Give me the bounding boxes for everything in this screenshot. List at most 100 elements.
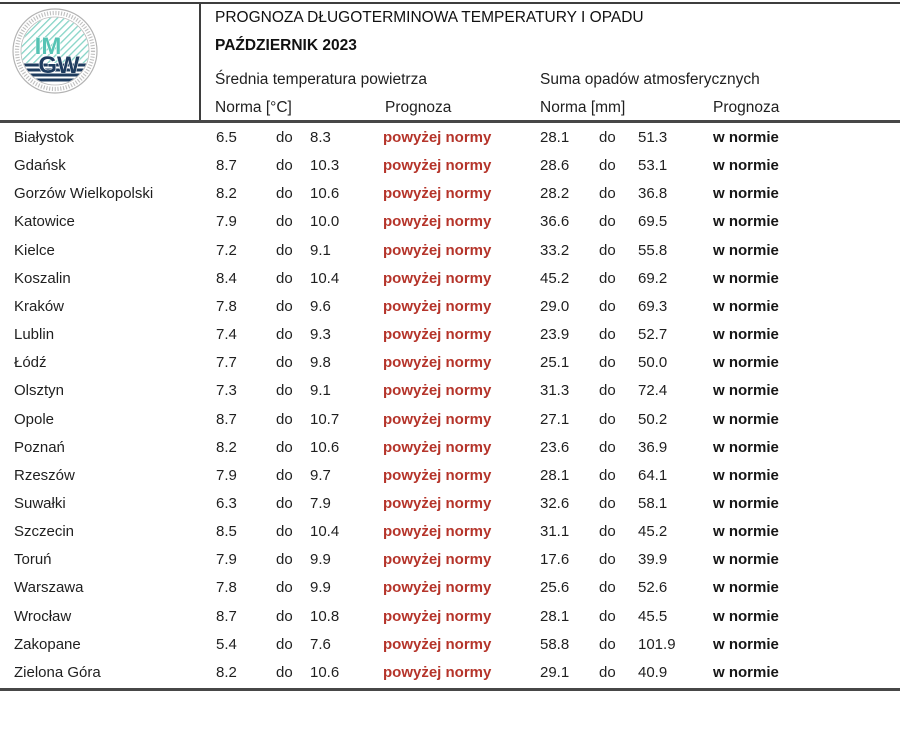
precip-norm-high: 36.9 <box>638 438 668 456</box>
temp-norm-high: 10.0 <box>310 213 340 231</box>
temp-norm-high: 10.4 <box>310 523 340 541</box>
temp-norm-high: 9.9 <box>310 579 331 597</box>
temp-forecast-value: powyżej normy <box>383 129 492 146</box>
do-word: do <box>276 129 293 146</box>
table-row: Białystok 6.5 do 8.3 powyżej normy 28.1 do 51.3… <box>0 124 900 152</box>
table-row: Poznań 8.2 do 10.6 powyżej normy 23.6 do 36.9 w … <box>0 434 900 462</box>
do-word: do <box>276 635 293 653</box>
temp-norm-high: 10.8 <box>310 607 340 625</box>
temp-norm-low: 8.2 <box>216 663 237 681</box>
precip-norm-low: 31.1 <box>540 523 570 541</box>
precip-forecast-value: w normie <box>713 185 779 203</box>
precip-forecast-value: w normie <box>713 241 779 259</box>
do-word: do <box>276 382 293 400</box>
city-name: Zielona Góra <box>14 663 101 681</box>
temp-norm-low: 7.9 <box>216 551 237 569</box>
do-word: do <box>599 607 616 625</box>
temp-forecast-value: powyżej normy <box>383 410 492 428</box>
precip-norm-high: 69.2 <box>638 269 668 287</box>
imgw-logo: IM GW <box>11 7 99 95</box>
city-name: Gorzów Wielkopolski <box>14 185 154 203</box>
temp-norm-high: 9.1 <box>310 382 331 400</box>
city-name: Suwałki <box>14 494 66 512</box>
do-word: do <box>276 157 293 175</box>
city-name: Kielce <box>14 241 55 259</box>
city-name: Warszawa <box>14 579 84 597</box>
precip-norm-low: 31.3 <box>540 382 570 400</box>
temp-forecast-value: powyżej normy <box>383 382 492 400</box>
temp-norm-low: 7.8 <box>216 297 237 315</box>
precip-norm-high: 69.3 <box>638 297 668 315</box>
do-word: do <box>276 326 293 344</box>
do-word: do <box>599 269 616 287</box>
forecast-month: PAŹDZIERNIK 2023 <box>215 37 357 54</box>
temp-norm-high: 9.1 <box>310 241 331 259</box>
temp-norm-column-header: Norma [°C] <box>215 99 292 116</box>
table-row: Katowice 7.9 do 10.0 powyżej normy 36.6 do 69.5… <box>0 208 900 236</box>
precip-norm-high: 53.1 <box>638 157 668 175</box>
do-word: do <box>599 157 616 175</box>
do-word: do <box>276 494 293 512</box>
precip-forecast-value: w normie <box>713 157 779 175</box>
table-row: Szczecin 8.5 do 10.4 powyżej normy 31.1 do 45.2… <box>0 518 900 546</box>
precip-norm-high: 64.1 <box>638 466 668 484</box>
precip-norm-low: 25.1 <box>540 354 570 372</box>
precip-norm-high: 50.2 <box>638 410 668 428</box>
precip-forecast-value: w normie <box>713 607 779 625</box>
temp-forecast-value: powyżej normy <box>383 551 492 569</box>
precip-norm-high: 72.4 <box>638 382 668 400</box>
city-name: Lublin <box>14 326 55 344</box>
precip-forecast-value: w normie <box>713 523 779 541</box>
precip-forecast-value: w normie <box>713 551 779 569</box>
table-row: Koszalin 8.4 do 10.4 powyżej normy 45.2 do 69.2… <box>0 265 900 293</box>
table-body: Białystok 6.5 do 8.3 powyżej normy 28.1 do 51.3… <box>0 124 900 688</box>
temp-norm-low: 7.9 <box>216 213 237 231</box>
do-word: do <box>276 269 293 287</box>
temp-norm-low: 8.7 <box>216 410 237 428</box>
imgw-logo-graphic: IM GW <box>12 8 98 94</box>
precip-forecast-value: w normie <box>713 129 779 146</box>
table-row: Suwałki 6.3 do 7.9 powyżej normy 32.6 do 58.1 w … <box>0 490 900 518</box>
precip-norm-column-header: Norma [mm] <box>540 99 626 116</box>
city-name: Białystok <box>14 129 75 146</box>
temp-norm-low: 6.5 <box>216 129 237 146</box>
precip-forecast-value: w normie <box>713 466 779 484</box>
do-word: do <box>599 663 616 681</box>
do-word: do <box>599 382 616 400</box>
do-word: do <box>599 410 616 428</box>
do-word: do <box>599 579 616 597</box>
do-word: do <box>599 354 616 372</box>
temp-norm-low: 7.4 <box>216 326 237 344</box>
do-word: do <box>599 466 616 484</box>
temp-forecast-value: powyżej normy <box>383 466 492 484</box>
do-word: do <box>599 297 616 315</box>
precip-norm-high: 101.9 <box>638 635 676 653</box>
precip-norm-high: 36.8 <box>638 185 668 203</box>
precip-norm-high: 45.5 <box>638 607 668 625</box>
temp-forecast-value: powyżej normy <box>383 663 492 681</box>
temp-norm-high: 7.9 <box>310 494 331 512</box>
table-row: Lublin 7.4 do 9.3 powyżej normy 23.9 do 52.7 w n… <box>0 321 900 349</box>
temp-norm-low: 8.7 <box>216 607 237 625</box>
table-row: Gorzów Wielkopolski 8.2 do 10.6 powyżej norm… <box>0 180 900 208</box>
temp-norm-low: 8.2 <box>216 438 237 456</box>
precip-norm-low: 25.6 <box>540 579 570 597</box>
precip-norm-low: 28.1 <box>540 607 570 625</box>
temp-norm-low: 8.7 <box>216 157 237 175</box>
do-word: do <box>276 185 293 203</box>
page-title: PROGNOZA DŁUGOTERMINOWA TEMPERATURY I OP… <box>215 9 644 26</box>
precip-forecast-value: w normie <box>713 635 779 653</box>
do-word: do <box>276 213 293 231</box>
temp-norm-low: 8.2 <box>216 185 237 203</box>
temp-forecast-value: powyżej normy <box>383 579 492 597</box>
temp-norm-high: 9.8 <box>310 354 331 372</box>
temp-forecast-value: powyżej normy <box>383 157 492 175</box>
temp-norm-high: 10.7 <box>310 410 340 428</box>
do-word: do <box>276 466 293 484</box>
temp-norm-low: 7.2 <box>216 241 237 259</box>
precip-norm-high: 51.3 <box>638 129 668 146</box>
temp-forecast-value: powyżej normy <box>383 635 492 653</box>
precip-norm-low: 28.1 <box>540 129 570 146</box>
do-word: do <box>276 241 293 259</box>
precip-forecast-value: w normie <box>713 438 779 456</box>
